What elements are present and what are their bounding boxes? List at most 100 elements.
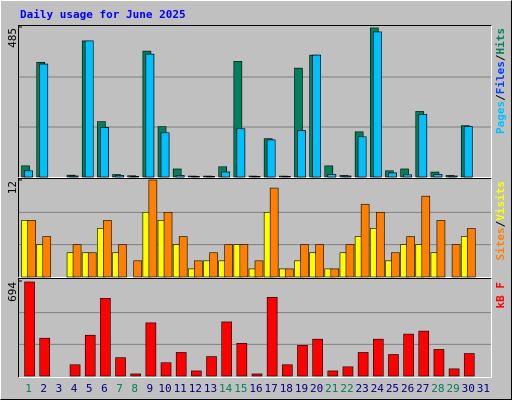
bar xyxy=(251,176,261,178)
bar xyxy=(221,321,232,377)
bar xyxy=(39,337,51,377)
bar xyxy=(297,345,308,377)
bar xyxy=(239,244,249,278)
bar xyxy=(160,362,172,377)
bar xyxy=(72,244,82,278)
bar xyxy=(163,212,173,278)
bar xyxy=(178,236,188,278)
x-tick-label: 21 xyxy=(325,382,338,395)
x-tick-label: 30 xyxy=(462,382,475,395)
x-tick-label: 17 xyxy=(265,382,278,395)
bar xyxy=(282,364,293,377)
bar xyxy=(406,236,415,278)
x-tick-label: 24 xyxy=(371,382,385,395)
y-tick-label: 12 xyxy=(6,181,19,194)
bar xyxy=(342,366,354,377)
bar xyxy=(191,370,202,377)
bar xyxy=(388,354,399,377)
bar xyxy=(145,53,155,178)
bar xyxy=(433,174,443,178)
legend-separator: / xyxy=(494,94,507,101)
legend-separator: / xyxy=(494,54,507,61)
bar xyxy=(448,368,460,377)
bar xyxy=(282,176,291,178)
y-tick-label: 694 xyxy=(6,282,19,302)
x-tick-label: 15 xyxy=(234,382,247,395)
bar xyxy=(312,54,321,178)
panel-edge-dark xyxy=(18,25,492,178)
x-tick-label: 10 xyxy=(158,382,171,395)
bar xyxy=(24,281,35,377)
bar xyxy=(297,130,306,178)
bar xyxy=(84,40,94,178)
x-tick-label: 13 xyxy=(204,382,217,395)
legend-entry: Pages xyxy=(494,101,507,134)
bar xyxy=(433,349,445,377)
bar xyxy=(130,373,142,377)
legend: kB F xyxy=(494,282,507,309)
legend-entry: Visits xyxy=(494,181,507,221)
legend-entry: Sites xyxy=(494,227,507,260)
bar xyxy=(224,244,233,278)
bar xyxy=(448,175,458,178)
bar xyxy=(463,353,475,377)
x-tick-label: 12 xyxy=(189,382,202,395)
x-tick-label: 9 xyxy=(147,382,154,395)
x-tick-label: 11 xyxy=(174,382,187,395)
bar xyxy=(269,187,279,278)
legend: Pages/Files/Hits xyxy=(494,28,507,134)
x-tick-label: 1 xyxy=(25,382,32,395)
panel-edge-light xyxy=(18,25,492,178)
legend-entry: kB F xyxy=(494,282,507,309)
x-tick-label: 27 xyxy=(416,382,429,395)
bar xyxy=(315,244,324,278)
bar xyxy=(84,334,96,377)
bar xyxy=(342,175,352,178)
bar xyxy=(69,175,79,178)
bar xyxy=(100,298,111,377)
x-tick-label: 26 xyxy=(401,382,414,395)
x-tick-label: 8 xyxy=(131,382,138,395)
bar xyxy=(327,174,337,178)
bar xyxy=(69,364,81,377)
legend-entry: Hits xyxy=(494,28,507,55)
bar xyxy=(357,136,367,178)
bar xyxy=(115,357,126,377)
panel-edge-light xyxy=(18,178,492,278)
bar xyxy=(100,127,109,178)
x-tick-label: 18 xyxy=(280,382,293,395)
bar xyxy=(403,333,414,377)
panel-edge-light xyxy=(18,278,492,378)
bar xyxy=(300,244,309,278)
bar xyxy=(206,356,217,377)
x-tick-label: 29 xyxy=(446,382,459,395)
bar xyxy=(403,174,412,178)
bar xyxy=(145,322,157,377)
x-tick-label: 22 xyxy=(340,382,353,395)
bar xyxy=(285,268,294,278)
bar xyxy=(372,31,382,178)
bar xyxy=(330,268,340,278)
bar xyxy=(463,126,473,178)
bar xyxy=(451,244,461,278)
bar xyxy=(24,170,33,178)
bar xyxy=(327,370,339,377)
bar xyxy=(421,195,431,278)
bar xyxy=(39,63,49,178)
bar xyxy=(130,176,140,178)
bar xyxy=(372,338,384,377)
bar xyxy=(133,260,143,278)
y-tick-label: 485 xyxy=(6,28,19,48)
bar xyxy=(391,252,400,278)
x-tick-label: 3 xyxy=(56,382,63,395)
x-tick-label: 28 xyxy=(431,382,444,395)
bar xyxy=(236,342,248,377)
bar xyxy=(87,252,97,278)
bar xyxy=(221,171,230,178)
x-tick-label: 25 xyxy=(386,382,399,395)
bar xyxy=(418,330,430,377)
panel-edge-dark xyxy=(18,178,492,278)
bar xyxy=(27,220,36,278)
bar xyxy=(388,172,397,178)
